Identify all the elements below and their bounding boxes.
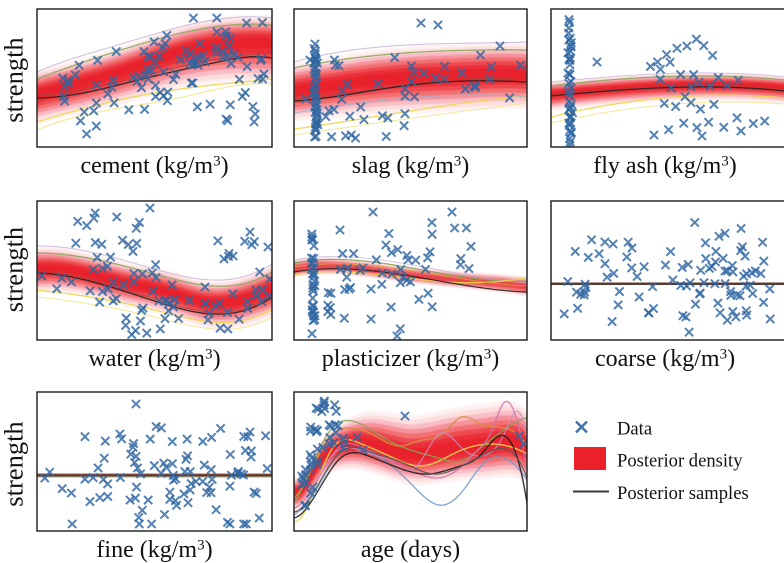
svg-text:cement (kg/m3): cement (kg/m3) (80, 153, 228, 179)
svg-text:slag (kg/m3): slag (kg/m3) (352, 153, 470, 179)
svg-text:coarse (kg/m3): coarse (kg/m3) (595, 346, 735, 372)
svg-text:strength: strength (0, 421, 29, 506)
svg-text:strength: strength (0, 227, 29, 312)
svg-text:plasticizer (kg/m3): plasticizer (kg/m3) (322, 346, 499, 372)
svg-text:age (days): age (days) (361, 537, 460, 563)
svg-text:Posterior samples: Posterior samples (617, 483, 749, 504)
svg-text:fly ash (kg/m3): fly ash (kg/m3) (593, 153, 736, 179)
svg-text:Posterior density: Posterior density (617, 451, 743, 472)
svg-text:water (kg/m3): water (kg/m3) (88, 346, 220, 372)
svg-text:Data: Data (617, 418, 652, 439)
svg-text:fine (kg/m3): fine (kg/m3) (96, 537, 212, 563)
svg-text:strength: strength (0, 37, 29, 122)
